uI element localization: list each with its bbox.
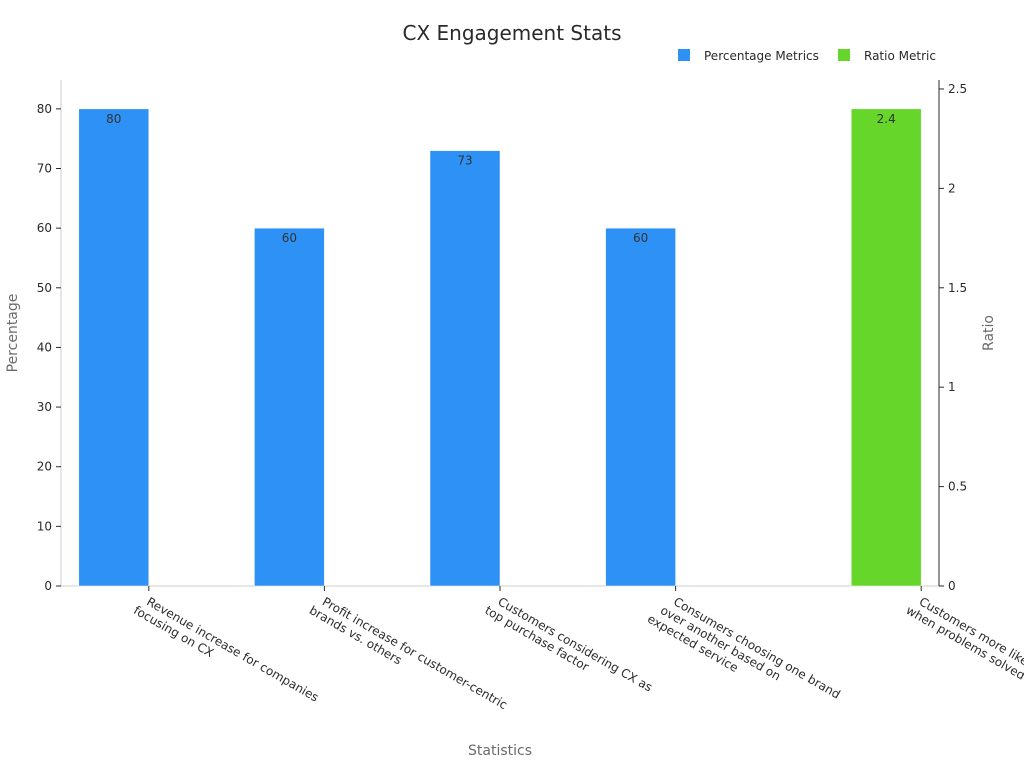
legend-label: Ratio Metric	[864, 49, 936, 63]
category-label: Customers more likely to staywhen proble…	[904, 591, 1024, 708]
y2-tick-label: 1	[948, 380, 956, 394]
y-tick-label: 80	[37, 102, 52, 116]
y-tick-label: 30	[37, 400, 52, 414]
y-tick-label: 40	[37, 340, 52, 354]
legend-swatch	[678, 49, 690, 61]
y-tick-label: 50	[37, 281, 52, 295]
y-tick-label: 60	[37, 221, 52, 235]
data-label: 80	[106, 112, 121, 126]
data-label: 73	[457, 154, 472, 168]
category-label: Consumers choosing one brandover another…	[645, 587, 843, 725]
y2-tick-label: 0	[948, 579, 956, 593]
chart-title: CX Engagement Stats	[402, 21, 621, 45]
y-tick-label: 20	[37, 460, 52, 474]
legend-swatch	[838, 49, 850, 61]
bar	[850, 108, 922, 587]
y2-tick-label: 1.5	[948, 281, 967, 295]
y2-tick-label: 2.5	[948, 82, 967, 96]
y-tick-label: 10	[37, 519, 52, 533]
category-label: Revenue increase for companiesfocusing o…	[131, 591, 321, 717]
y2-axis-title: Ratio	[981, 315, 997, 351]
plot-area: 0 10 20 30 40 50 60 70 80 0 0.5 1 1.5 2 2.5 80 60 73 60 2.4…	[37, 49, 1024, 725]
bar	[429, 150, 501, 587]
y2-tick-label: 0.5	[948, 480, 967, 494]
bar	[605, 227, 676, 587]
category-label: Profit increase for customer-centricbran…	[307, 591, 510, 724]
data-label: 60	[282, 231, 297, 245]
y-tick-label: 0	[44, 579, 52, 593]
data-label: 2.4	[877, 112, 896, 126]
bar	[254, 227, 325, 587]
y2-tick-label: 2	[948, 181, 956, 195]
bar	[78, 108, 150, 587]
data-label: 60	[633, 231, 648, 245]
x-axis-title: Statistics	[468, 743, 532, 759]
legend-label: Percentage Metrics	[704, 49, 819, 63]
y-axis-title: Percentage	[5, 294, 21, 373]
y-tick-label: 70	[37, 162, 52, 176]
category-label: Customers considering CX astop purchase …	[482, 591, 654, 707]
